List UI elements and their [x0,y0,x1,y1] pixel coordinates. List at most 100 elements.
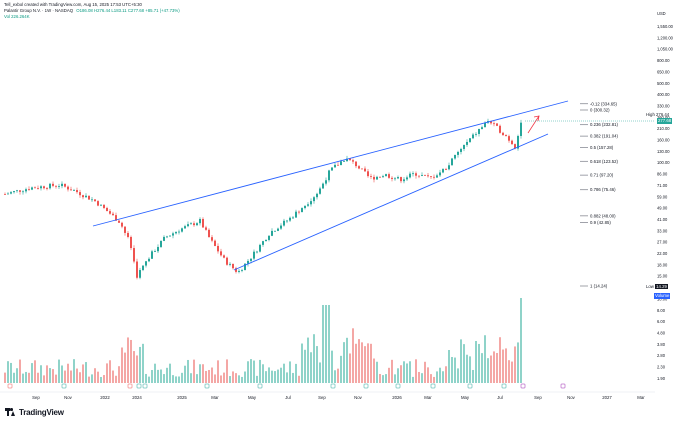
volume-bar [310,352,312,383]
volume-bar [109,360,111,383]
volume-bar [190,373,192,383]
volume-bar [64,370,66,383]
candle-body [22,191,24,193]
price-tick-label: 1.90 [657,376,666,381]
candle-body [40,186,42,189]
volume-tag: Volume [654,293,671,299]
candle-body [355,161,357,167]
candle-body [295,211,297,218]
candle-body [85,195,87,198]
volume-bar [211,367,213,383]
candle-body [61,183,63,187]
fib-level-label: -0.12 (334.65) [590,101,618,106]
fib-level-label: 0.236 (232.81) [590,122,619,127]
volume-bar [70,370,72,383]
candle-body [346,158,348,162]
candle-body [352,160,354,162]
candle-body [91,199,93,201]
candle-body [25,189,27,192]
volume-bar [325,305,327,383]
volume-bar [376,361,378,383]
volume-bar [214,374,216,383]
volume-bar [358,339,360,383]
volume-bar [307,337,309,383]
price-tick-label: 18.00 [657,262,668,267]
volume-bar [181,372,183,383]
candle-body [388,174,390,178]
price-tick-label: 1,550.00 [657,24,674,29]
candle-body [253,251,255,259]
volume-bar [178,376,180,383]
volume-bar [97,371,99,383]
volume-bar [271,370,273,383]
event-marker-icon [363,383,369,389]
candle-body [469,138,471,142]
candle-body [451,158,453,166]
volume-bar [364,346,366,383]
candle-body [232,263,234,269]
volume-bar [319,362,321,383]
candle-body [49,183,51,189]
candle-body [376,176,378,180]
volume-legend: Vol 226.264K [4,14,30,19]
volume-bar [430,374,432,383]
volume-bar [22,373,24,383]
candle-body [517,135,519,149]
volume-bar [223,372,225,383]
candle-body [319,188,321,194]
volume-bar [262,364,264,383]
legend-row[interactable]: Palantir Group N.V. · 1W · NASDAQ O186.0… [4,8,424,14]
volume-bar [196,374,198,383]
candle-body [121,222,123,227]
volume-bar [361,342,363,383]
candle-body [160,240,162,247]
volume-bar [49,368,51,383]
candle-body [466,141,468,145]
volume-bar [379,373,381,383]
volume-bar [328,305,330,383]
trendlines [92,100,655,271]
price-tick-label: 86.00 [657,172,668,177]
time-tick-label: 2026 [392,395,402,400]
candle-body [34,187,36,189]
fib-level-label: 0.618 (123.52) [590,159,619,164]
fib-level-label: 0 (300.32) [590,108,610,113]
symbol-info[interactable]: Palantir Group N.V. · 1W · NASDAQ [4,8,74,13]
chart-header: Tell_exbol created with TradingView.com,… [4,2,424,36]
volume-bar [154,363,156,383]
brand-footer[interactable]: TradingView [5,407,64,417]
high-badge: High 276.44 [645,112,670,118]
volume-bar [220,375,222,383]
price-tick-label: 6.00 [657,319,666,324]
volume-bar [19,359,21,383]
volume-bar [493,351,495,383]
event-marker-icon [520,383,526,389]
candle-body [154,251,156,253]
volume-bar [55,374,57,383]
event-marker-icon [127,383,133,389]
candle-body [202,218,204,228]
price-tick-label: 160.00 [657,138,670,143]
candle-body [361,168,363,170]
volume-bar [283,363,285,383]
volume-bar [139,346,141,383]
candle-body [454,154,456,159]
fib-level-label: 0.5 (157.28) [590,145,614,150]
candle-body [16,190,18,192]
volume-bar [202,364,204,383]
volume-bar [268,367,270,383]
volume-bar [82,364,84,383]
candle-body [382,176,384,178]
price-tick-label: 650.00 [657,69,670,74]
candle-body [472,134,474,139]
volume-bar [28,372,30,383]
price-tick-label: 27.00 [657,240,668,245]
candle-body [226,257,228,265]
candle-body [496,123,498,126]
volume-bar [88,376,90,383]
candle-body [421,174,423,176]
volume-bar [340,355,342,383]
candle-body [340,161,342,166]
volume-bar [217,360,219,383]
